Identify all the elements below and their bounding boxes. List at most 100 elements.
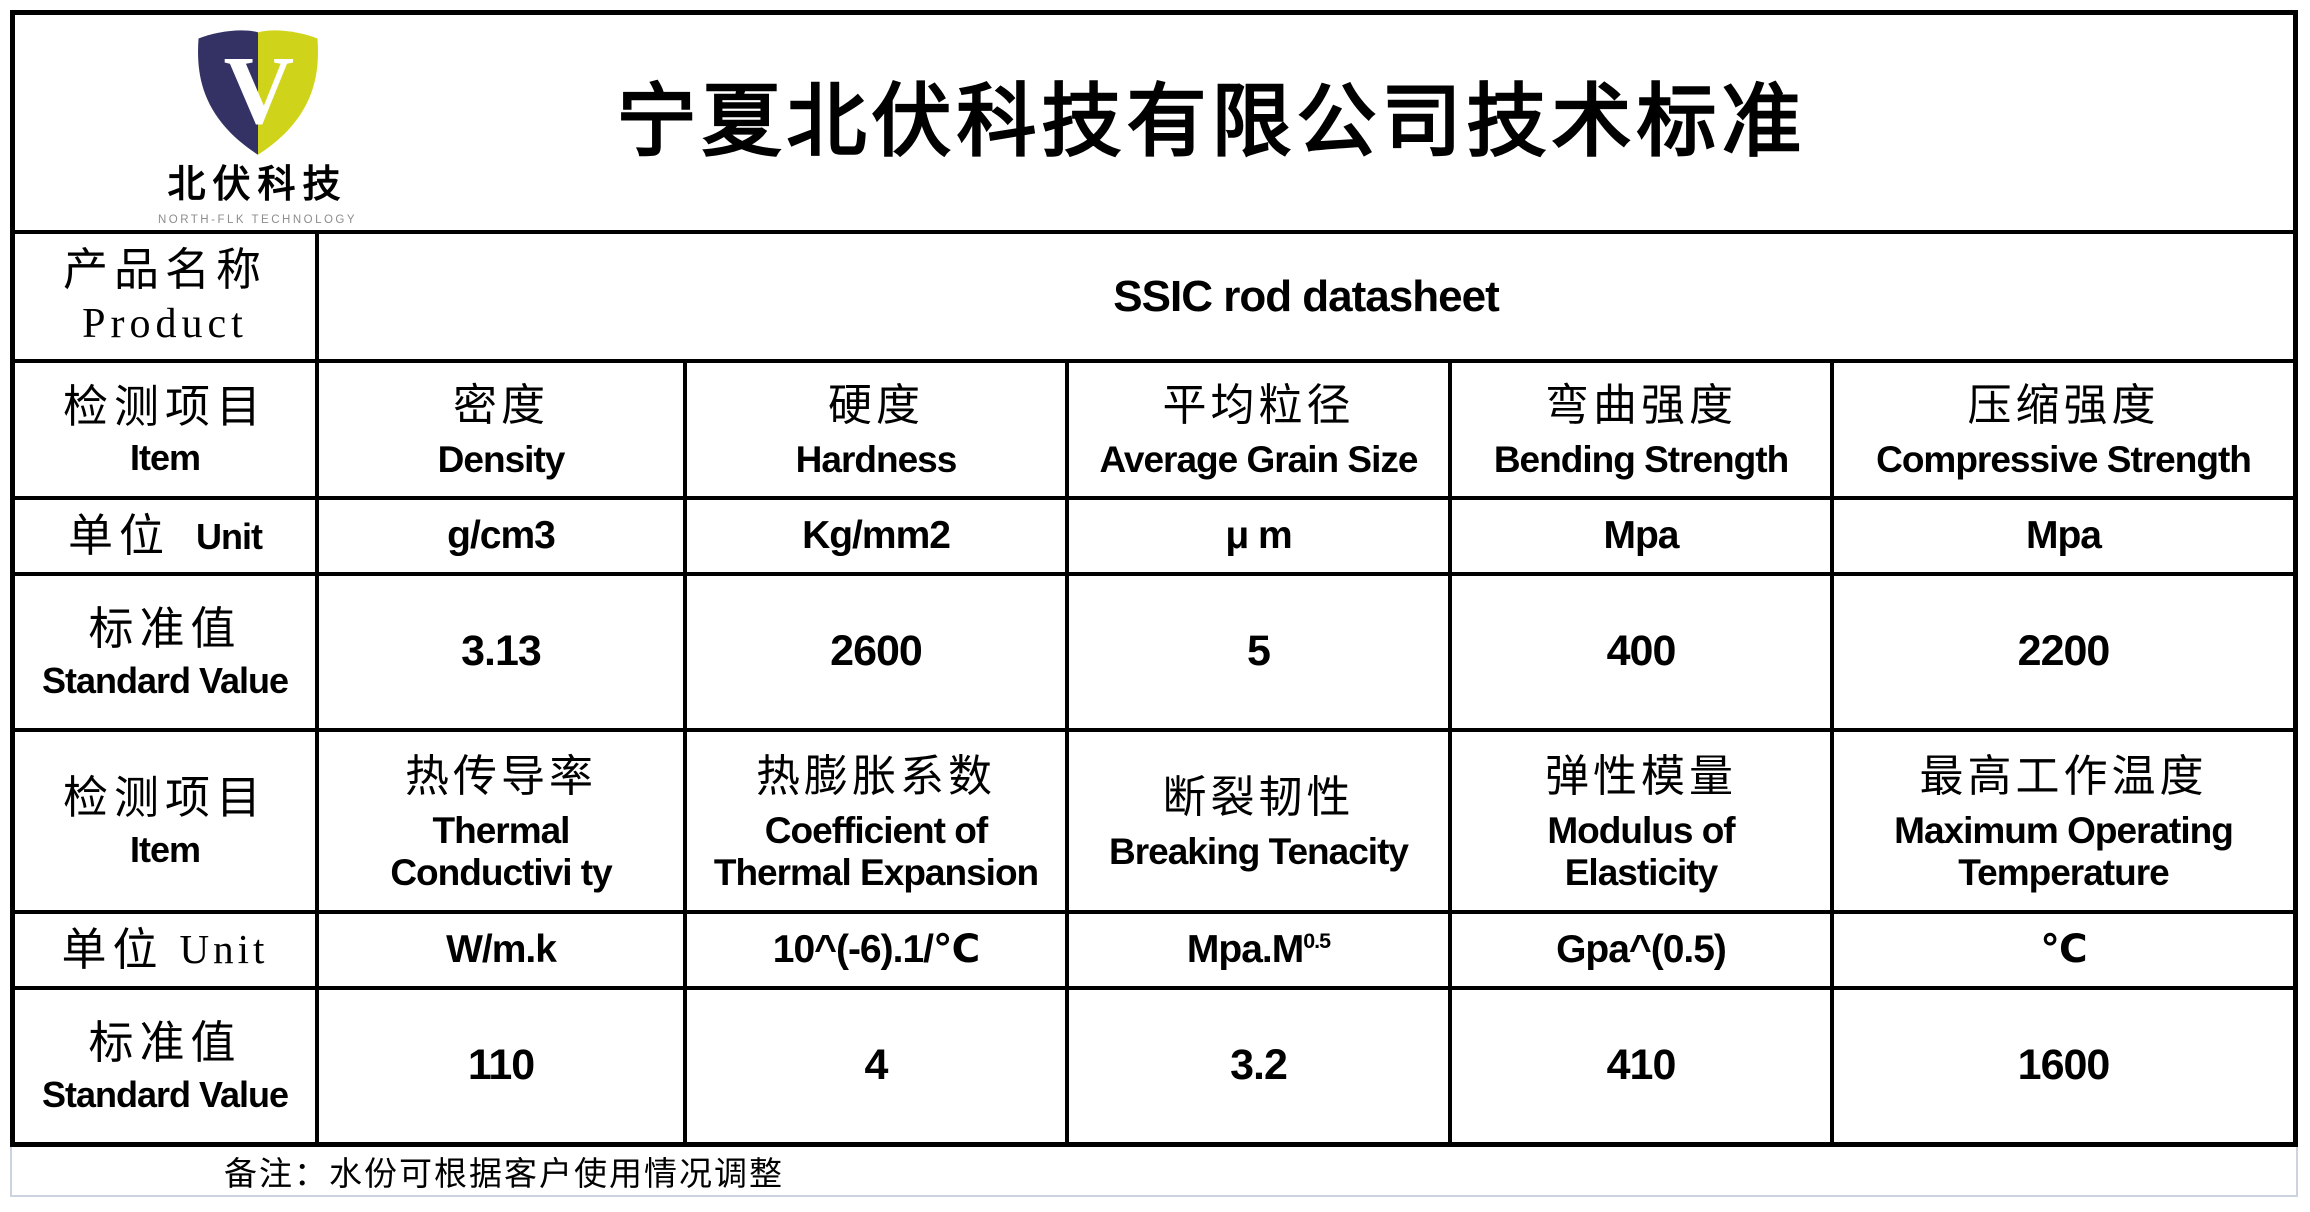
unit-value: Mpa.M0.5 — [1186, 926, 1331, 975]
item-zh: 平均粒径 — [1162, 381, 1355, 431]
item-cell-grain-size: 平均粒径 Average Grain Size — [1069, 363, 1448, 496]
standard-value: 110 — [467, 1041, 535, 1090]
unit-value: W/m.k — [446, 927, 557, 971]
item-zh: 热膨胀系数 — [756, 752, 996, 802]
standard2-label-en: Standard Value — [41, 1073, 289, 1115]
unit1-label-cell: 单位 Unit — [15, 500, 315, 572]
company-logo: V 北伏科技 NORTH-FLK TECHNOLOGY — [140, 19, 375, 227]
standard2-label-cell: 标准值 Standard Value — [15, 990, 315, 1142]
unit-value: Mpa — [2026, 513, 2102, 557]
item-zh: 最高工作温度 — [1919, 752, 2208, 802]
item-en: Coefficient of Thermal Expansion — [713, 810, 1039, 893]
standard-value: 2600 — [830, 627, 923, 676]
unit-value: g/cm3 — [447, 513, 556, 557]
item1-label-zh: 检测项目 — [62, 381, 267, 432]
standard-value: 410 — [1606, 1041, 1677, 1090]
standard-value: 5 — [1247, 627, 1271, 676]
standard-value: 3.13 — [461, 627, 542, 676]
unit-superscript: 0.5 — [1303, 928, 1331, 953]
unit1-label-en: Unit — [196, 515, 263, 557]
unit-value: Gpa^(0.5) — [1556, 927, 1727, 971]
unit-cell-thermal-expansion: 10^(-6).1/℃ — [687, 914, 1065, 986]
value-cell-hardness: 2600 — [687, 576, 1065, 728]
logo-company-name-en: NORTH-FLK TECHNOLOGY — [157, 213, 358, 226]
item-zh: 密度 — [453, 381, 549, 431]
unit-value: μ m — [1225, 513, 1292, 557]
unit-value: ℃ — [2040, 927, 2087, 971]
product-value-cell: SSIC rod datasheet — [319, 234, 2293, 359]
value-cell-max-operating-temperature: 1600 — [1834, 990, 2293, 1142]
item-en: Breaking Tenacity — [1109, 830, 1409, 872]
item-cell-max-operating-temperature: 最高工作温度 Maximum Operating Temperature — [1834, 732, 2293, 910]
unit-cell-thermal-conductivity: W/m.k — [319, 914, 683, 986]
item-zh: 压缩强度 — [1967, 381, 2160, 431]
unit-base: Mpa.M — [1186, 927, 1304, 971]
unit-cell-compressive-strength: Mpa — [1834, 500, 2293, 572]
value-cell-density: 3.13 — [319, 576, 683, 728]
standard1-label-en: Standard Value — [41, 659, 289, 701]
unit-cell-bending-strength: Mpa — [1452, 500, 1830, 572]
standard-value: 3.2 — [1230, 1041, 1288, 1090]
value-cell-thermal-expansion: 4 — [687, 990, 1065, 1142]
item2-label-cell: 检测项目 Item — [15, 732, 315, 910]
item-en: Average Grain Size — [1099, 439, 1419, 481]
shield-logo-icon: V — [197, 30, 318, 155]
unit-value: Kg/mm2 — [802, 513, 951, 557]
item2-label-zh: 检测项目 — [62, 773, 267, 824]
standard1-label-cell: 标准值 Standard Value — [15, 576, 315, 728]
value-cell-modulus-elasticity: 410 — [1452, 990, 1830, 1142]
item-en: Density — [437, 439, 566, 481]
unit-value: Mpa — [1603, 513, 1680, 557]
item-en: Compressive Strength — [1876, 439, 2252, 481]
product-label-cell: 产品名称 Product — [15, 234, 315, 359]
unit-cell-density: g/cm3 — [319, 500, 683, 572]
item-cell-bending-strength: 弯曲强度 Bending Strength — [1452, 363, 1830, 496]
item-en: Thermal Conductivi ty — [390, 810, 612, 893]
unit-cell-max-operating-temperature: ℃ — [1834, 914, 2293, 986]
product-label-en: Product — [82, 301, 248, 348]
unit-cell-hardness: Kg/mm2 — [687, 500, 1065, 572]
standard-value: 1600 — [2017, 1041, 2111, 1090]
value-cell-bending-strength: 400 — [1452, 576, 1830, 728]
item2-label-en: Item — [129, 828, 201, 870]
item-cell-thermal-conductivity: 热传导率 Thermal Conductivi ty — [319, 732, 683, 910]
item-zh: 弯曲强度 — [1545, 381, 1737, 431]
unit2-label-cell: 单位 Unit — [15, 914, 315, 986]
item-en: Modulus of Elasticity — [1547, 810, 1735, 893]
header-row: V 北伏科技 NORTH-FLK TECHNOLOGY 宁夏北伏科技有限公司技术… — [15, 15, 2293, 230]
item-en: Maximum Operating Temperature — [1894, 810, 2234, 893]
item-cell-breaking-tenacity: 断裂韧性 Breaking Tenacity — [1069, 732, 1448, 910]
item-cell-modulus-elasticity: 弹性模量 Modulus of Elasticity — [1452, 732, 1830, 910]
value-cell-compressive-strength: 2200 — [1834, 576, 2293, 728]
product-value: SSIC rod datasheet — [1113, 272, 1499, 321]
remarks-note: 备注：水份可根据客户使用情况调整 — [224, 1157, 784, 1193]
unit-cell-breaking-tenacity: Mpa.M0.5 — [1069, 914, 1448, 986]
value-cell-thermal-conductivity: 110 — [319, 990, 683, 1142]
item1-label-cell: 检测项目 Item — [15, 363, 315, 496]
item-cell-compressive-strength: 压缩强度 Compressive Strength — [1834, 363, 2293, 496]
product-label-zh: 产品名称 — [62, 245, 267, 296]
item-en: Hardness — [795, 439, 958, 481]
item-en: Bending Strength — [1493, 439, 1789, 481]
unit1-label-zh: 单位 — [68, 510, 171, 561]
standard2-label-zh: 标准值 — [88, 1018, 242, 1069]
remarks-row: 备注：水份可根据客户使用情况调整 — [10, 1147, 2298, 1197]
unit2-label-en: Unit — [179, 926, 269, 973]
value-cell-grain-size: 5 — [1069, 576, 1448, 728]
logo-company-name: 北伏科技 — [167, 164, 348, 207]
standard1-label-zh: 标准值 — [88, 604, 242, 655]
standard-value: 2200 — [2017, 627, 2111, 676]
unit-cell-grain-size: μ m — [1069, 500, 1448, 572]
item-cell-density: 密度 Density — [319, 363, 683, 496]
unit-cell-modulus-elasticity: Gpa^(0.5) — [1452, 914, 1830, 986]
item-zh: 弹性模量 — [1545, 752, 1737, 802]
item-cell-thermal-expansion: 热膨胀系数 Coefficient of Thermal Expansion — [687, 732, 1065, 910]
item-zh: 硬度 — [828, 381, 924, 431]
svg-text:V: V — [223, 37, 294, 145]
item1-label-en: Item — [129, 437, 201, 479]
datasheet-table: V 北伏科技 NORTH-FLK TECHNOLOGY 宁夏北伏科技有限公司技术… — [10, 10, 2298, 1147]
unit2-label-zh: 单位 — [61, 924, 164, 975]
item-cell-hardness: 硬度 Hardness — [687, 363, 1065, 496]
unit-value: 10^(-6).1/℃ — [772, 927, 980, 971]
value-cell-breaking-tenacity: 3.2 — [1069, 990, 1448, 1142]
